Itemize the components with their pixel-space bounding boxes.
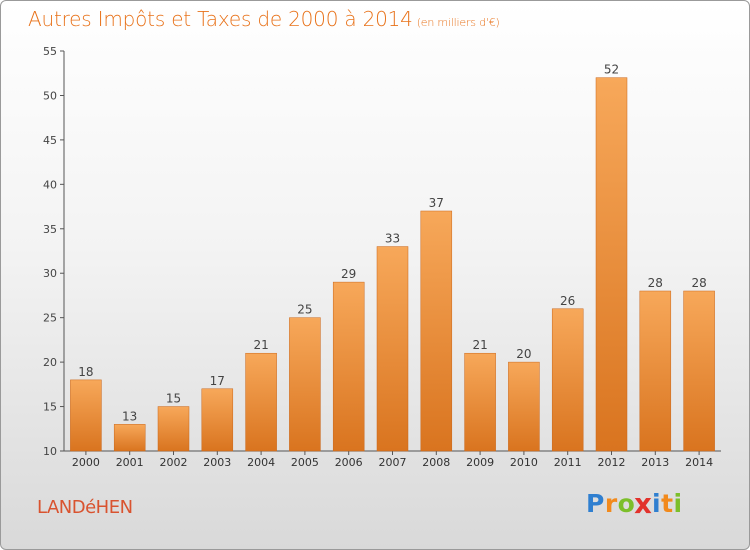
y-tick-label: 55 [43,45,57,58]
title-text: Autres Impôts et Taxes de 2000 à 2014 [28,7,413,31]
value-labels: 18 13 15 17 21 25 29 33 37 21 20 26 52 28 28 [78,63,706,424]
y-tick-label: 40 [43,178,57,191]
axes: 10 15 20 25 30 35 40 45 50 55 2000 2001 2002 2003 2004… [43,45,721,469]
bar-2004 [245,352,277,452]
x-tick-label: 2005 [291,456,319,469]
bar-2012 [595,77,628,452]
value-label: 15 [166,392,181,406]
x-tick-label: 2002 [160,456,188,469]
x-tick-label: 2003 [203,456,231,469]
value-label: 25 [297,303,312,317]
logo-letter: P [586,489,605,518]
value-label: 21 [253,338,268,352]
chart-subtitle: (en milliers d'€) [416,16,500,29]
bar-2007 [376,246,409,452]
logo-letter: t [661,489,674,518]
value-label: 28 [648,276,663,290]
y-tick-label: 30 [43,267,57,280]
x-tick-label: 2011 [554,456,582,469]
bar-2006 [332,281,365,452]
y-tick-label: 50 [43,89,57,102]
y-tick-label: 15 [43,401,57,414]
bar-2011 [551,308,584,452]
chart-title: Autres Impôts et Taxes de 2000 à 2014 (en… [28,7,500,31]
bar-2000 [70,379,102,452]
value-label: 52 [604,63,619,77]
x-tick-label: 2007 [379,456,407,469]
value-label: 29 [341,267,356,281]
x-tick-label: 2001 [116,456,144,469]
bar-2002 [157,406,190,452]
value-label: 26 [560,294,575,308]
value-label: 37 [429,196,444,210]
value-label: 21 [472,338,487,352]
value-label: 17 [210,374,225,388]
bar-2001 [113,424,146,452]
y-tick-label: 10 [43,445,57,458]
town-name: LANDéHEN [37,497,133,518]
x-tick-label: 2006 [335,456,363,469]
bar-2013 [639,290,672,452]
bar-2003 [201,388,234,452]
bar-2005 [289,317,321,452]
y-tick-label: 20 [43,356,57,369]
value-label: 28 [691,276,706,290]
y-tick-label: 45 [43,134,57,147]
logo-letter: i [652,489,662,518]
bars [70,77,715,452]
bar-2010 [508,361,540,452]
logo-letter: i [673,489,683,518]
value-label: 20 [516,347,531,361]
x-tick-label: 2013 [641,456,669,469]
proxiti-logo: Proxiti [586,487,683,520]
x-tick-label: 2004 [247,456,275,469]
x-tick-label: 2012 [598,456,626,469]
bar-2008 [420,210,453,452]
bar-2014 [683,290,715,452]
y-tick-label: 35 [43,223,57,236]
value-label: 33 [385,232,400,246]
y-tick-label: 25 [43,312,57,325]
logo-letter: r [604,489,618,518]
x-tick-label: 2000 [72,456,100,469]
x-tick-label: 2010 [510,456,538,469]
logo-letter: x [634,487,653,520]
logo-letter: o [617,489,636,518]
bar-2009 [464,352,496,452]
x-tick-label: 2014 [685,456,713,469]
x-tick-label: 2009 [466,456,494,469]
value-label: 13 [122,409,137,423]
x-tick-label: 2008 [422,456,450,469]
value-label: 18 [78,365,93,379]
